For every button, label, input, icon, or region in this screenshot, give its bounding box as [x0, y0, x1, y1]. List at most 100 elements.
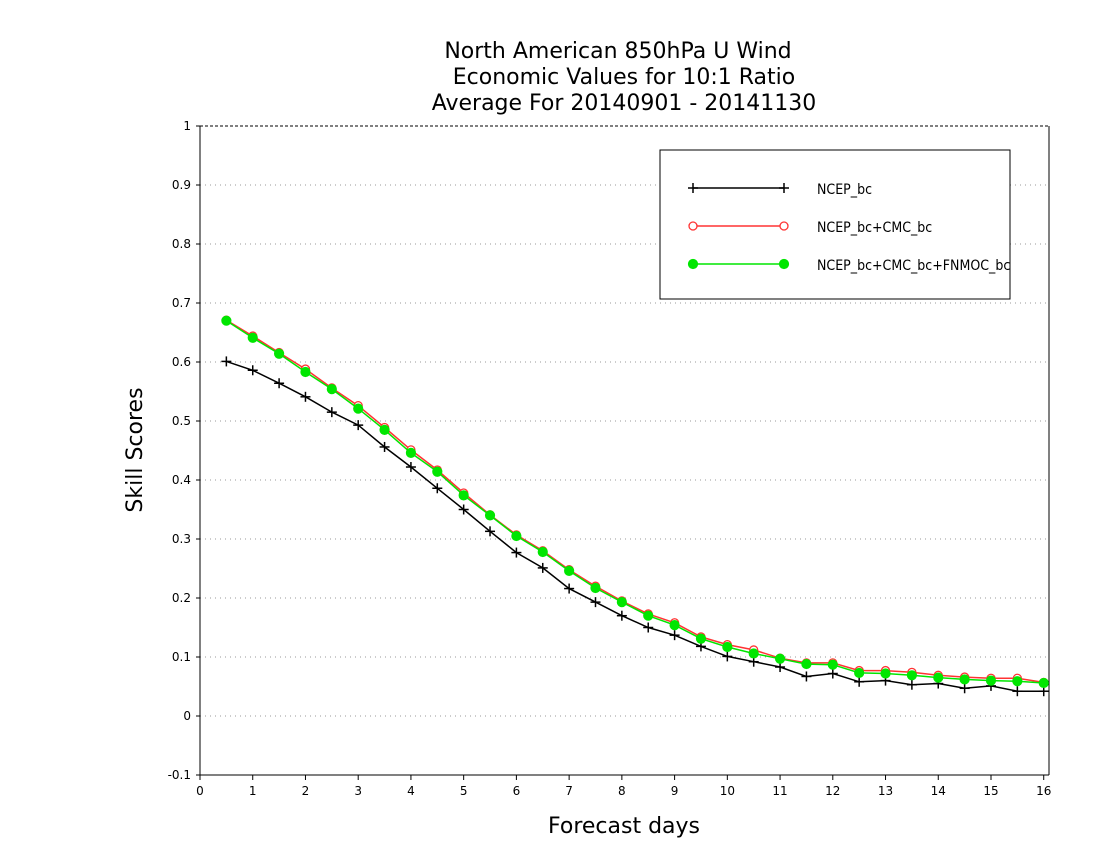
point-ncep-bc-cmc-bc-fnmoc-bc-23 — [827, 659, 838, 670]
chart-title-line-3: Average For 20140901 - 20141130 — [432, 91, 817, 116]
point-ncep-bc-cmc-bc-fnmoc-bc-7 — [405, 447, 417, 458]
y-tick-label-5: 0.4 — [172, 473, 191, 487]
x-tick-label-13: 13 — [878, 784, 893, 798]
legend-marker-right-ncep-bc-cmc-bc — [779, 221, 789, 231]
legend-marker-left-ncep-bc — [688, 183, 698, 193]
point-ncep-bc-26 — [906, 679, 917, 690]
point-ncep-bc-5 — [353, 420, 364, 431]
point-ncep-bc-cmc-bc-fnmoc-bc-6 — [379, 424, 390, 435]
legend-entry-ncep-bc: NCEP_bc — [688, 182, 872, 198]
x-tick-label-5: 5 — [460, 784, 468, 798]
x-tick-label-9: 9 — [671, 784, 679, 798]
series-layer — [221, 315, 1049, 697]
legend-marker-left-ncep-bc-cmc-bc-fnmoc-bc — [687, 258, 699, 270]
point-ncep-bc-0 — [221, 356, 232, 367]
point-ncep-bc-19 — [722, 651, 733, 662]
legend-marker-right-ncep-bc-cmc-bc-fnmoc-bc — [778, 258, 790, 270]
point-ncep-bc-cmc-bc-fnmoc-bc-24 — [854, 667, 865, 679]
point-ncep-bc-cmc-bc-fnmoc-bc-28 — [959, 674, 970, 685]
point-ncep-bc-cmc-bc-fnmoc-bc-17 — [669, 620, 680, 631]
point-ncep-bc-cmc-bc-fnmoc-bc-25 — [880, 668, 891, 679]
point-ncep-bc-17 — [669, 630, 680, 641]
series-ncep-bc — [221, 356, 1049, 697]
point-ncep-bc-cmc-bc-fnmoc-bc-16 — [643, 610, 654, 621]
point-ncep-bc-cmc-bc-fnmoc-bc-3 — [300, 366, 311, 378]
y-tick-label-1: 0 — [183, 709, 191, 723]
point-ncep-bc-cmc-bc-fnmoc-bc-22 — [801, 658, 812, 670]
legend-entry-ncep-bc-cmc-bc: NCEP_bc+CMC_bc — [688, 220, 932, 236]
legend-label-ncep-bc-cmc-bc-fnmoc-bc: NCEP_bc+CMC_bc+FNMOC_bc — [817, 258, 1010, 274]
point-ncep-bc-cmc-bc-fnmoc-bc-12 — [537, 546, 548, 558]
point-ncep-bc-cmc-bc-fnmoc-bc-2 — [273, 348, 285, 359]
y-tick-label-7: 0.6 — [172, 355, 191, 369]
point-ncep-bc-cmc-bc-fnmoc-bc-18 — [695, 633, 707, 644]
x-tick-label-1: 1 — [249, 784, 257, 798]
legend-label-ncep-bc: NCEP_bc — [817, 182, 872, 198]
point-ncep-bc-cmc-bc-fnmoc-bc-26 — [906, 670, 917, 681]
point-ncep-bc-cmc-bc-fnmoc-bc-30 — [1012, 676, 1023, 687]
y-tick-label-10: 0.9 — [172, 178, 191, 192]
x-tick-label-7: 7 — [565, 784, 573, 798]
y-tick-label-11: 1 — [183, 119, 191, 133]
x-tick-label-8: 8 — [618, 784, 626, 798]
legend-box — [659, 149, 1011, 300]
x-tick-label-15: 15 — [983, 784, 998, 798]
x-tick-label-14: 14 — [931, 784, 946, 798]
point-ncep-bc-22 — [801, 671, 812, 682]
x-tick-label-10: 10 — [720, 784, 735, 798]
point-ncep-bc-cmc-bc-fnmoc-bc-20 — [748, 648, 759, 659]
point-ncep-bc-cmc-bc-fnmoc-bc-27 — [933, 672, 944, 683]
point-ncep-bc-cmc-bc-fnmoc-bc-4 — [326, 384, 337, 395]
y-tick-label-4: 0.3 — [172, 532, 191, 546]
y-tick-label-8: 0.7 — [172, 296, 191, 310]
point-ncep-bc-15 — [616, 610, 627, 621]
series-ncep-bc-cmc-bc-fnmoc-bc — [221, 315, 1049, 689]
point-ncep-bc-24 — [854, 676, 865, 687]
x-tick-label-12: 12 — [825, 784, 840, 798]
series-line-ncep-bc — [226, 360, 1044, 692]
point-ncep-bc-16 — [643, 622, 654, 633]
point-ncep-bc-cmc-bc-fnmoc-bc-8 — [432, 466, 443, 477]
x-tick-label-11: 11 — [772, 784, 787, 798]
legend-sample-ncep-bc-cmc-bc-fnmoc-bc — [687, 258, 790, 270]
axis-ticks: -0.100.10.20.30.40.50.60.70.80.910 1 2 3 4 5 6… — [168, 119, 1052, 798]
point-ncep-bc-9 — [458, 504, 469, 515]
legend: NCEP_bc NCEP_bc+CMC_bc NCEP_bc+CMC_bc+FN… — [659, 149, 1011, 300]
legend-sample-ncep-bc-cmc-bc — [688, 221, 789, 231]
point-ncep-bc-3 — [300, 391, 311, 402]
chart-title-line-1: North American 850hPa U Wind — [444, 39, 791, 64]
point-ncep-bc-cmc-bc-fnmoc-bc-10 — [484, 510, 496, 521]
point-ncep-bc-cmc-bc-fnmoc-bc-29 — [985, 675, 997, 686]
legend-marker-left-ncep-bc-cmc-bc — [688, 221, 698, 231]
legend-marker-right-ncep-bc — [779, 183, 789, 193]
point-ncep-bc-23 — [827, 668, 838, 679]
y-tick-label-0: -0.1 — [168, 768, 191, 782]
legend-entry-ncep-bc-cmc-bc-fnmoc-bc: NCEP_bc+CMC_bc+FNMOC_bc — [687, 258, 1010, 274]
point-ncep-bc-7 — [405, 462, 416, 473]
y-tick-label-3: 0.2 — [172, 591, 191, 605]
x-tick-label-4: 4 — [407, 784, 415, 798]
x-tick-label-2: 2 — [302, 784, 310, 798]
point-ncep-bc-cmc-bc-fnmoc-bc-14 — [590, 582, 601, 594]
x-tick-label-16: 16 — [1036, 784, 1051, 798]
legend-sample-ncep-bc — [688, 183, 789, 193]
chart-title-line-2: Economic Values for 10:1 Ratio — [453, 65, 795, 90]
point-ncep-bc-30 — [1012, 686, 1023, 697]
point-ncep-bc-10 — [485, 526, 496, 537]
point-ncep-bc-13 — [564, 583, 575, 594]
y-tick-label-6: 0.5 — [172, 414, 191, 428]
point-ncep-bc-12 — [537, 562, 548, 573]
point-ncep-bc-6 — [379, 441, 390, 452]
point-ncep-bc-cmc-bc-fnmoc-bc-11 — [511, 530, 522, 542]
point-ncep-bc-cmc-bc-fnmoc-bc-0 — [221, 315, 232, 326]
y-tick-label-2: 0.1 — [172, 650, 191, 664]
point-ncep-bc-8 — [432, 483, 443, 494]
y-tick-label-9: 0.8 — [172, 237, 191, 251]
series-line-ncep-bc-cmc-bc-fnmoc-bc — [225, 320, 1044, 684]
point-ncep-bc-cmc-bc-fnmoc-bc-15 — [616, 597, 627, 608]
point-ncep-bc-cmc-bc-fnmoc-bc-19 — [722, 641, 733, 653]
point-ncep-bc-cmc-bc-fnmoc-bc-9 — [458, 490, 469, 501]
point-ncep-bc-cmc-bc-fnmoc-bc-5 — [353, 403, 364, 414]
point-ncep-bc-4 — [326, 407, 337, 418]
